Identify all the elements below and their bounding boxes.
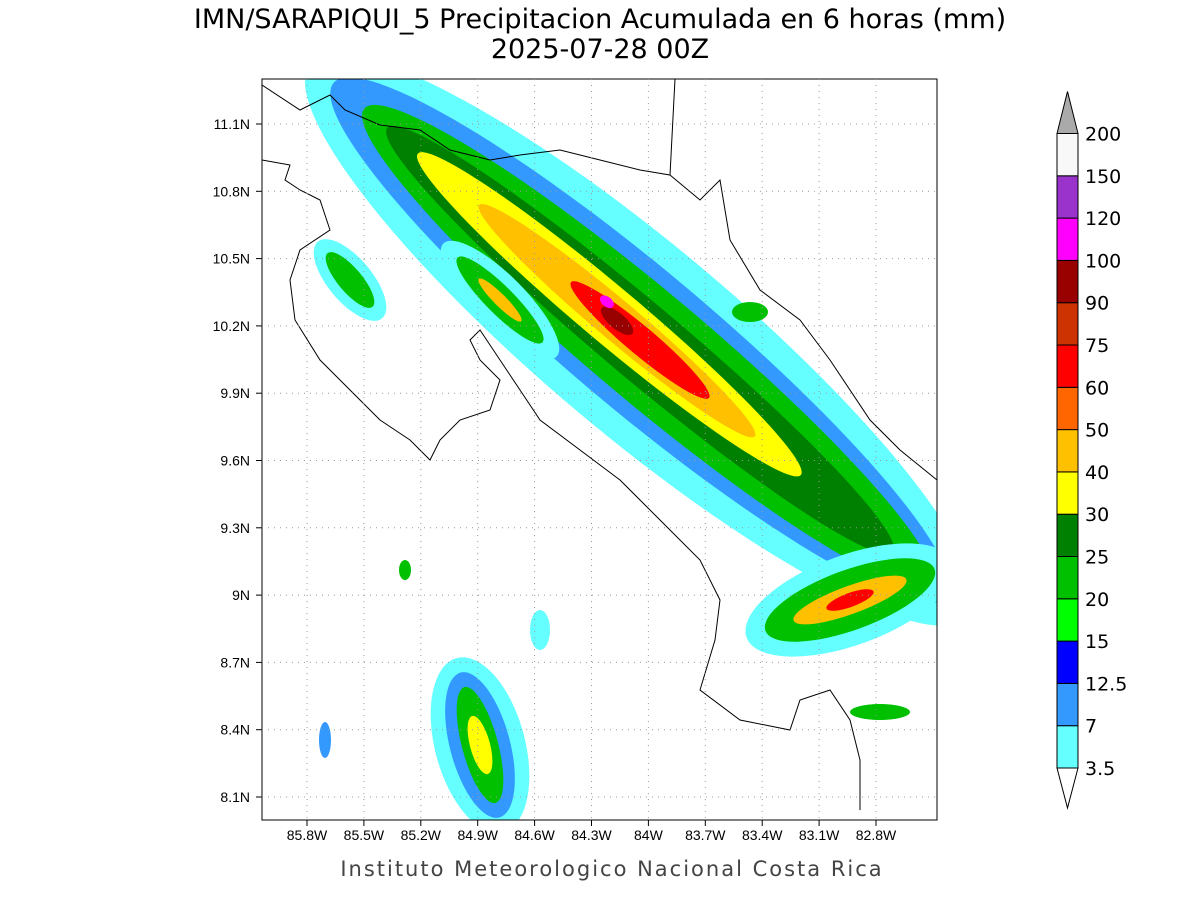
colorbar-label: 90 <box>1085 293 1109 315</box>
colorbar-label: 3.5 <box>1085 758 1115 780</box>
lat-label: 8.4N <box>220 722 250 738</box>
colorbar-label: 20 <box>1085 589 1109 611</box>
lat-label: 9.9N <box>220 385 250 401</box>
map-frame <box>261 78 938 821</box>
colorbar-segment <box>1056 513 1079 558</box>
footer: Instituto Meteorologico Nacional Costa R… <box>340 857 883 881</box>
lat-label: 10.5N <box>213 251 250 267</box>
lon-label: 85.2W <box>401 827 442 843</box>
colorbar-segment <box>1056 471 1079 515</box>
colorbar-segment <box>1056 640 1079 684</box>
lon-label: 84W <box>634 827 664 843</box>
colorbar-label: 15 <box>1085 631 1109 653</box>
lat-label: 8.1N <box>220 789 250 805</box>
lon-label: 84.6W <box>514 827 555 843</box>
colorbar-label: 40 <box>1085 462 1109 484</box>
colorbar-label: 7 <box>1085 716 1097 738</box>
colorbar-label: 200 <box>1085 124 1121 146</box>
lon-label: 83.4W <box>742 827 783 843</box>
colorbar-label: 12.5 <box>1085 673 1127 695</box>
colorbar-segment <box>1056 682 1079 727</box>
colorbar-label: 25 <box>1085 547 1109 569</box>
colorbar-segment <box>1056 133 1079 177</box>
lat-label: 8.7N <box>220 654 250 670</box>
colorbar-label: 100 <box>1085 250 1121 272</box>
colorbar-below <box>1056 767 1079 810</box>
lat-label: 10.2N <box>213 318 250 334</box>
colorbar-segment <box>1056 386 1079 431</box>
colorbar-label: 75 <box>1085 335 1109 357</box>
lat-label: 9.3N <box>220 520 250 536</box>
lon-label: 83.1W <box>799 827 840 843</box>
colorbar-segment <box>1056 217 1079 261</box>
colorbar-segment <box>1056 259 1079 304</box>
lat-label: 9.6N <box>220 453 250 469</box>
lon-label: 85.8W <box>287 827 328 843</box>
colorbar-segment <box>1056 725 1079 769</box>
lon-label: 85.5W <box>344 827 385 843</box>
title: IMN/SARAPIQUI_5 Precipitacion Acumulada … <box>194 4 1006 35</box>
lon-label: 83.7W <box>685 827 726 843</box>
lon-label: 84.3W <box>571 827 612 843</box>
precipitation-field <box>262 79 937 820</box>
colorbar-segment <box>1056 429 1079 473</box>
colorbar-label: 30 <box>1085 504 1109 526</box>
colorbar-label: 150 <box>1085 166 1121 188</box>
lon-label: 82.8W <box>856 827 897 843</box>
lat-label: 11.1N <box>214 116 250 132</box>
colorbar-label: 120 <box>1085 208 1121 230</box>
colorbar-segment <box>1056 598 1079 642</box>
lat-label: 9N <box>232 587 250 603</box>
colorbar-segment <box>1056 302 1079 346</box>
lat-label: 10.8N <box>213 183 250 199</box>
subtitle: 2025-07-28 00Z <box>491 34 709 65</box>
colorbar-segment <box>1056 175 1079 219</box>
colorbar-above <box>1056 91 1079 134</box>
colorbar-label: 60 <box>1085 377 1109 399</box>
colorbar-segment <box>1056 344 1079 388</box>
lon-label: 84.9W <box>457 827 498 843</box>
colorbar-segment <box>1056 556 1079 600</box>
colorbar-label: 50 <box>1085 420 1109 442</box>
